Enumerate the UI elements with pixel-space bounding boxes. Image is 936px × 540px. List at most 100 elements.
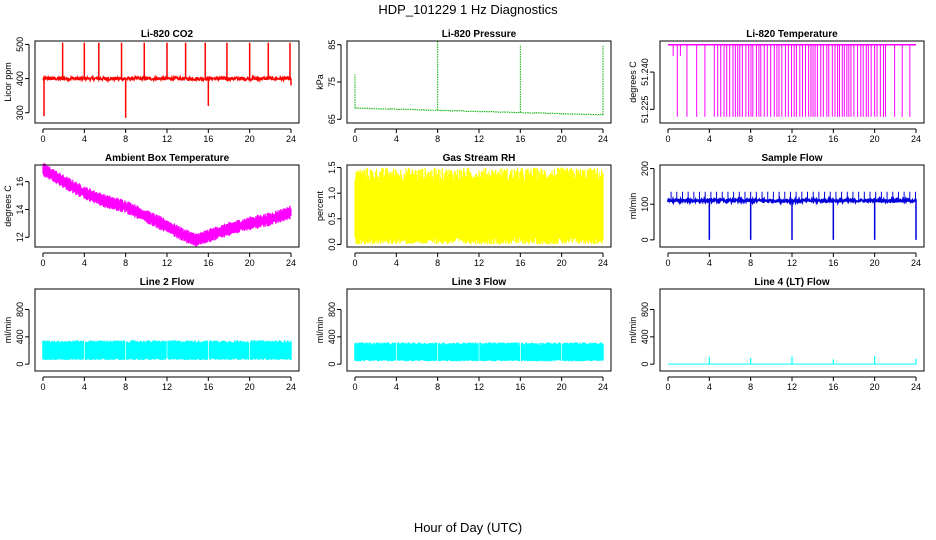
ambient-series-band	[42, 163, 292, 247]
y-axis-label: percent	[315, 190, 325, 221]
x-tick-label: 20	[870, 258, 880, 268]
y-axis-label: ml/min	[628, 193, 638, 220]
y-tick-label: 65	[327, 114, 337, 124]
x-tick-label: 12	[474, 382, 484, 392]
y-tick-label: 400	[15, 329, 25, 344]
x-tick-label: 4	[394, 258, 399, 268]
plot-frame	[346, 288, 612, 372]
chart-panel: Ambient Box Temperature 0 4 8 12 16 20 24 12 14 16…	[3, 153, 300, 268]
x-tick-label: 12	[474, 258, 484, 268]
y-axis-label: ml/min	[628, 317, 638, 344]
x-axis: 0 4 8 12 16 20 24	[352, 128, 608, 144]
y-axis-label: degrees C	[628, 61, 638, 103]
x-tick-label: 20	[870, 382, 880, 392]
chart-panel: Li-820 Temperature 0 4 8 12 16 20 24 51.225 51.24…	[628, 29, 925, 144]
y-tick-label: 0	[327, 362, 337, 367]
x-tick-label: 8	[123, 258, 128, 268]
x-tick-label: 24	[911, 258, 921, 268]
x-tick-label: 0	[352, 134, 357, 144]
x-tick-label: 8	[435, 382, 440, 392]
x-tick-label: 12	[162, 382, 172, 392]
y-axis: 51.225 51.240	[640, 58, 655, 123]
chart-title: Line 3 Flow	[452, 277, 507, 288]
x-tick-label: 4	[82, 258, 87, 268]
x-tick-label: 8	[123, 382, 128, 392]
y-tick-label: 800	[327, 302, 337, 317]
line2-series-band	[42, 340, 292, 361]
x-tick-label: 0	[40, 382, 45, 392]
x-tick-label: 8	[435, 134, 440, 144]
y-tick-label: 800	[640, 302, 650, 317]
x-axis: 0 4 8 12 16 20 24	[40, 376, 296, 392]
chart-title: Gas Stream RH	[443, 153, 516, 164]
x-tick-label: 16	[828, 258, 838, 268]
x-tick-label: 20	[245, 258, 255, 268]
x-tick-label: 0	[352, 258, 357, 268]
y-tick-label: 1.5	[327, 161, 337, 174]
x-tick-label: 20	[557, 134, 567, 144]
y-tick-label: 0	[15, 362, 25, 367]
x-tick-label: 24	[286, 258, 296, 268]
x-tick-label: 24	[598, 382, 608, 392]
chart-title: Line 4 (LT) Flow	[754, 277, 830, 288]
x-axis: 0 4 8 12 16 20 24	[352, 252, 608, 268]
x-tick-label: 8	[748, 258, 753, 268]
x-tick-label: 0	[40, 258, 45, 268]
chart-title: Sample Flow	[761, 153, 822, 164]
line3-series-band	[354, 342, 604, 362]
chart-panel: Gas Stream RH 0 4 8 12 16 20 24 0.0 0.5 1.0 1.5 perc…	[315, 153, 612, 268]
x-tick-label: 4	[394, 134, 399, 144]
y-tick-label: 0.5	[327, 213, 337, 226]
y-axis: 0 400 800	[640, 302, 655, 367]
x-axis: 0 4 8 12 16 20 24	[665, 128, 921, 144]
y-axis: 0 400 800	[15, 302, 30, 367]
y-axis: 0.0 0.5 1.0 1.5	[327, 161, 342, 251]
chart-panel: Li-820 Pressure 0 4 8 12 16 20 24 65 75 85 kPa	[315, 29, 612, 144]
figure-xlabel: Hour of Day (UTC)	[414, 520, 522, 535]
y-tick-label: 0.0	[327, 238, 337, 251]
plot-frame	[34, 40, 300, 124]
y-tick-label: 400	[640, 329, 650, 344]
x-tick-label: 20	[557, 382, 567, 392]
x-axis: 0 4 8 12 16 20 24	[40, 128, 296, 144]
x-tick-label: 20	[557, 258, 567, 268]
x-tick-label: 0	[665, 382, 670, 392]
y-axis-label: Licor ppm	[3, 62, 13, 102]
y-tick-label: 0	[640, 237, 650, 242]
x-tick-label: 24	[598, 134, 608, 144]
x-tick-label: 4	[707, 258, 712, 268]
x-tick-label: 16	[515, 134, 525, 144]
x-tick-label: 12	[787, 134, 797, 144]
x-tick-label: 20	[245, 382, 255, 392]
plot-frame	[346, 40, 612, 124]
x-tick-label: 8	[748, 382, 753, 392]
figure-title: HDP_101229 1 Hz Diagnostics	[378, 2, 558, 17]
y-axis: 0 100 200	[640, 161, 655, 242]
x-tick-label: 24	[911, 134, 921, 144]
y-tick-label: 1.0	[327, 187, 337, 200]
x-tick-label: 24	[911, 382, 921, 392]
y-tick-label: 800	[15, 302, 25, 317]
pressure-series-line	[354, 107, 604, 116]
x-tick-label: 4	[82, 134, 87, 144]
plot-frame	[346, 164, 612, 248]
x-tick-label: 16	[515, 258, 525, 268]
x-tick-label: 8	[123, 134, 128, 144]
y-tick-label: 500	[15, 37, 25, 52]
y-axis: 0 400 800	[327, 302, 342, 367]
x-tick-label: 16	[828, 382, 838, 392]
x-axis: 0 4 8 12 16 20 24	[665, 376, 921, 392]
x-tick-label: 0	[665, 134, 670, 144]
y-tick-label: 0	[640, 362, 650, 367]
x-tick-label: 16	[203, 258, 213, 268]
x-tick-label: 16	[203, 382, 213, 392]
chart-title: Li-820 Temperature	[746, 29, 838, 40]
x-axis: 0 4 8 12 16 20 24	[665, 252, 921, 268]
y-axis-label: kPa	[315, 74, 325, 90]
x-tick-label: 8	[435, 258, 440, 268]
